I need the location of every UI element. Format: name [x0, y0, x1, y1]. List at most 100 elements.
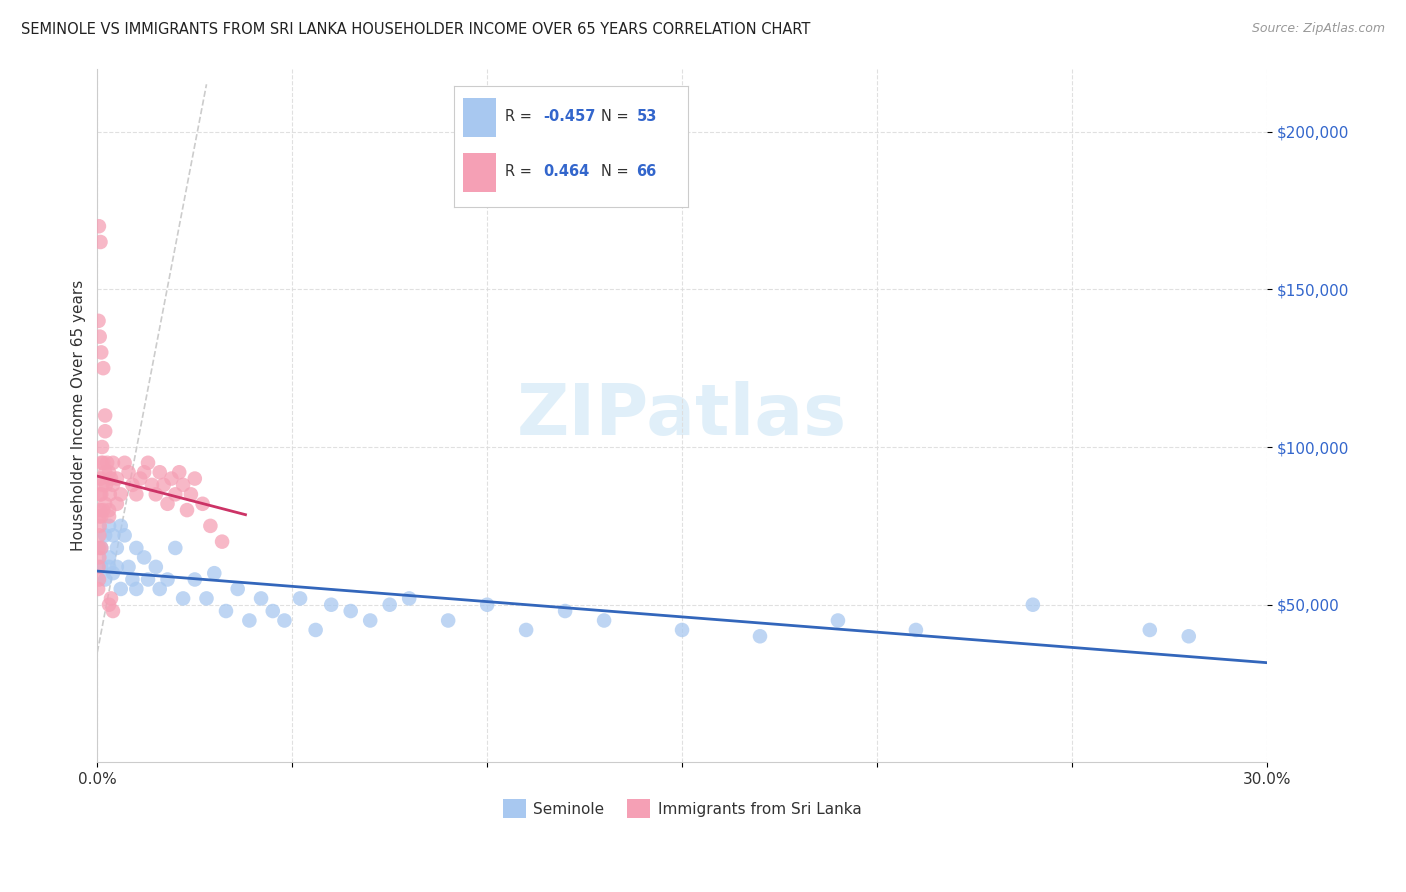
- Point: [87, 314, 110, 328]
- Point: [238, 614, 260, 628]
- Point: [160, 472, 183, 486]
- Point: [89, 528, 111, 542]
- Point: [91, 478, 114, 492]
- Point: [1022, 598, 1045, 612]
- Point: [100, 472, 122, 486]
- Point: [94, 497, 117, 511]
- Point: [98, 560, 121, 574]
- Point: [176, 503, 198, 517]
- Point: [136, 456, 159, 470]
- Point: [262, 604, 284, 618]
- Point: [90, 560, 112, 574]
- Point: [117, 560, 139, 574]
- Point: [89, 472, 111, 486]
- Point: [200, 519, 222, 533]
- Point: [215, 604, 238, 618]
- Point: [89, 503, 111, 517]
- Point: [121, 573, 143, 587]
- Point: [671, 623, 693, 637]
- Point: [149, 465, 172, 479]
- Point: [90, 456, 112, 470]
- Point: [94, 573, 117, 587]
- Point: [90, 541, 112, 555]
- Point: [515, 623, 537, 637]
- Point: [105, 472, 128, 486]
- Point: [98, 509, 121, 524]
- Point: [475, 598, 498, 612]
- Point: [101, 478, 124, 492]
- Text: ZIPatlas: ZIPatlas: [517, 381, 846, 450]
- Point: [98, 598, 121, 612]
- Point: [398, 591, 420, 606]
- Point: [145, 487, 167, 501]
- Point: [152, 478, 174, 492]
- Point: [437, 614, 460, 628]
- Point: [195, 591, 218, 606]
- Point: [321, 598, 343, 612]
- Point: [96, 456, 118, 470]
- Point: [114, 528, 136, 542]
- Point: [378, 598, 401, 612]
- Point: [101, 566, 124, 581]
- Point: [90, 541, 112, 555]
- Point: [156, 573, 179, 587]
- Point: [145, 560, 167, 574]
- Point: [89, 519, 111, 533]
- Point: [202, 566, 225, 581]
- Point: [94, 465, 117, 479]
- Point: [339, 604, 361, 618]
- Point: [98, 503, 121, 517]
- Point: [121, 478, 143, 492]
- Point: [554, 604, 576, 618]
- Point: [273, 614, 295, 628]
- Point: [288, 591, 311, 606]
- Point: [87, 573, 110, 587]
- Point: [125, 487, 148, 501]
- Point: [91, 361, 114, 376]
- Point: [91, 503, 114, 517]
- Point: [101, 456, 124, 470]
- Point: [359, 614, 381, 628]
- Text: SEMINOLE VS IMMIGRANTS FROM SRI LANKA HOUSEHOLDER INCOME OVER 65 YEARS CORRELATI: SEMINOLE VS IMMIGRANTS FROM SRI LANKA HO…: [21, 22, 810, 37]
- Point: [105, 541, 128, 555]
- Point: [89, 235, 111, 249]
- Point: [98, 519, 121, 533]
- Point: [90, 509, 112, 524]
- Point: [180, 487, 202, 501]
- Point: [94, 409, 117, 423]
- Point: [184, 573, 207, 587]
- Point: [110, 487, 132, 501]
- Point: [250, 591, 273, 606]
- Point: [98, 465, 121, 479]
- Point: [98, 550, 121, 565]
- Point: [827, 614, 849, 628]
- Point: [749, 629, 772, 643]
- Point: [136, 573, 159, 587]
- Point: [89, 550, 111, 565]
- Point: [90, 345, 112, 359]
- Text: Source: ZipAtlas.com: Source: ZipAtlas.com: [1251, 22, 1385, 36]
- Point: [101, 604, 124, 618]
- Point: [94, 424, 117, 438]
- Point: [89, 487, 111, 501]
- Point: [125, 541, 148, 555]
- Point: [89, 509, 111, 524]
- Point: [184, 472, 207, 486]
- Point: [165, 541, 187, 555]
- Point: [90, 487, 112, 501]
- Point: [105, 497, 128, 511]
- Point: [1139, 623, 1161, 637]
- Point: [100, 591, 122, 606]
- Point: [191, 497, 214, 511]
- Point: [94, 478, 117, 492]
- Point: [89, 329, 111, 343]
- Point: [87, 560, 110, 574]
- Point: [167, 465, 190, 479]
- Point: [105, 560, 128, 574]
- Point: [1177, 629, 1199, 643]
- Point: [101, 528, 124, 542]
- Point: [98, 487, 121, 501]
- Point: [87, 582, 110, 596]
- Point: [211, 534, 233, 549]
- Point: [114, 456, 136, 470]
